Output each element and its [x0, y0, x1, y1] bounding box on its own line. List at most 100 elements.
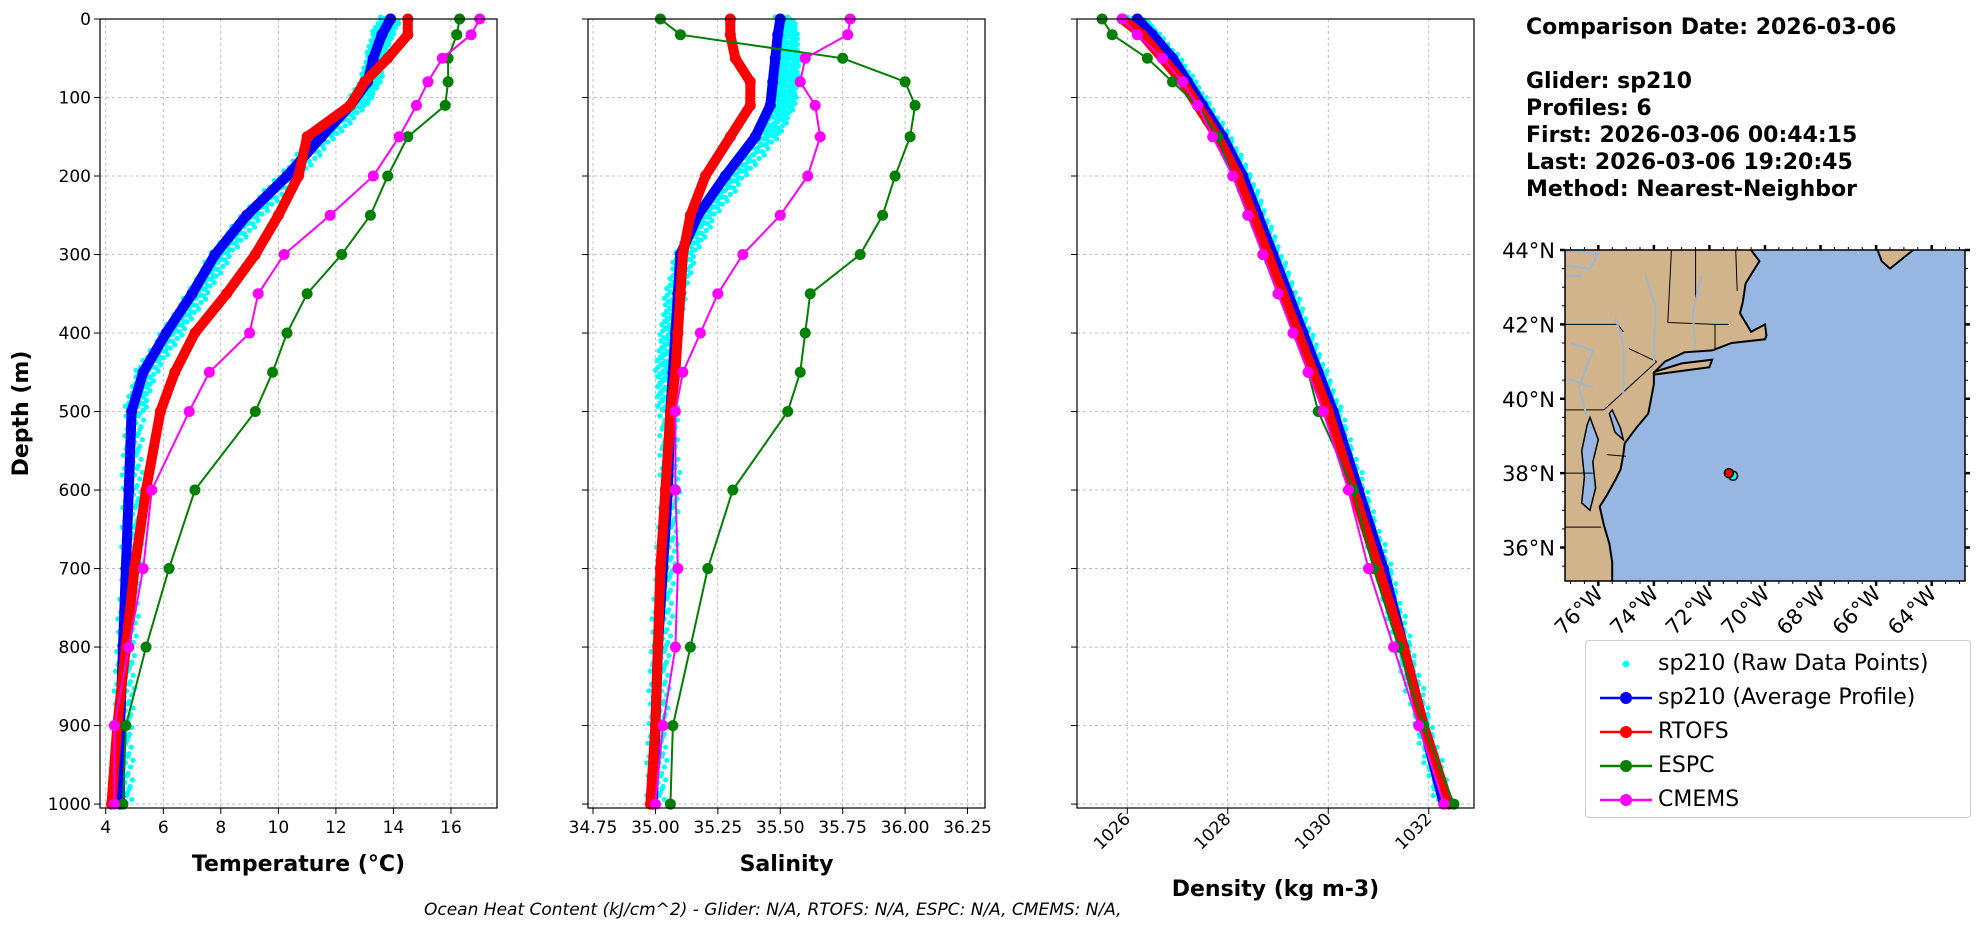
- bay: [1608, 408, 1625, 442]
- raw-data-point: [691, 240, 697, 246]
- raw-data-point: [130, 705, 136, 711]
- map-lon-label: 72°W: [1661, 581, 1719, 639]
- raw-data-point: [659, 406, 665, 413]
- raw-data-point: [1353, 456, 1359, 462]
- raw-data-point: [139, 437, 145, 443]
- x-tick-label: 4: [100, 818, 111, 838]
- legend-item: sp210 (Average Profile): [1586, 683, 1970, 713]
- series-point: [842, 29, 854, 41]
- x-tick-label: 36.00: [881, 818, 930, 838]
- raw-data-point: [783, 94, 789, 101]
- series-point: [1342, 484, 1354, 496]
- series-point: [186, 288, 198, 300]
- raw-data-point: [1416, 740, 1422, 746]
- raw-data-point: [696, 244, 702, 250]
- raw-data-point: [133, 367, 139, 373]
- series-point: [336, 249, 348, 261]
- series-point: [189, 327, 201, 339]
- raw-data-point: [1421, 685, 1427, 691]
- raw-data-point: [788, 100, 794, 106]
- raw-data-point: [657, 433, 663, 439]
- raw-data-point: [667, 557, 673, 563]
- raw-data-point: [773, 124, 779, 130]
- series-point: [1413, 720, 1425, 732]
- series-point: [402, 29, 414, 41]
- series-point: [1448, 798, 1460, 810]
- series-point: [367, 170, 379, 182]
- series-point: [1302, 366, 1314, 378]
- raw-data-point: [218, 270, 224, 276]
- raw-data-point: [157, 354, 163, 360]
- series-point: [652, 641, 664, 653]
- state-border: [1667, 322, 1729, 325]
- state-border: [1667, 250, 1672, 323]
- series-point: [344, 99, 356, 111]
- series-point: [209, 249, 221, 261]
- raw-data-point: [125, 734, 132, 740]
- x-tick-label: 14: [383, 818, 405, 838]
- raw-data-point: [246, 220, 252, 226]
- series-point: [137, 563, 149, 575]
- raw-data-point: [704, 213, 710, 220]
- raw-data-point: [691, 260, 697, 266]
- series-point: [672, 327, 684, 339]
- chart-panel-3: 1026 1028 1030 1032 Density (kg m-3): [1071, 13, 1475, 902]
- land: [1565, 250, 1768, 581]
- legend-label: sp210 (Average Profile): [1658, 685, 1916, 710]
- series-point: [677, 249, 689, 261]
- raw-data-point: [130, 672, 136, 678]
- raw-data-point: [1365, 489, 1371, 495]
- raw-data-point: [206, 276, 212, 282]
- raw-data-point: [730, 177, 736, 184]
- raw-data-point: [665, 672, 671, 678]
- series-point: [774, 209, 786, 221]
- map-content: [1565, 250, 1965, 581]
- legend-swatch: [1600, 692, 1652, 704]
- series-point: [799, 52, 811, 64]
- series-point: [1362, 563, 1374, 575]
- series-point: [278, 249, 290, 261]
- raw-data-point: [684, 280, 691, 286]
- raw-data-point: [111, 688, 117, 694]
- series-point: [649, 798, 661, 810]
- raw-data-point: [788, 61, 794, 67]
- raw-data-point: [666, 653, 672, 659]
- glider-name: Glider: sp210: [1526, 69, 1692, 94]
- series-point: [183, 406, 195, 418]
- raw-data-point: [1393, 581, 1399, 587]
- raw-data-point: [128, 764, 134, 770]
- legend-swatch: [1622, 660, 1630, 668]
- raw-data-point: [342, 123, 348, 129]
- raw-data-point: [664, 757, 670, 763]
- legend-marker: [1620, 760, 1632, 772]
- raw-data-point: [661, 312, 667, 318]
- series-point: [221, 288, 233, 300]
- raw-data-point: [687, 263, 694, 269]
- raw-data-point: [655, 384, 661, 390]
- legend-label: CMEMS: [1658, 787, 1740, 812]
- raw-data-point: [143, 397, 150, 404]
- raw-data-point: [212, 266, 219, 272]
- raw-data-point: [147, 388, 153, 394]
- state-border: [1603, 361, 1658, 411]
- raw-data-point: [226, 253, 232, 260]
- series-point: [904, 131, 916, 143]
- raw-data-point: [243, 234, 249, 240]
- raw-data-point: [135, 498, 141, 504]
- raw-data-point: [132, 505, 138, 511]
- x-tick-label: 1032: [1392, 809, 1437, 854]
- series-point: [1131, 29, 1143, 41]
- raw-data-point: [143, 404, 150, 410]
- raw-data-point: [308, 162, 314, 168]
- state-border: [1606, 454, 1627, 457]
- raw-data-point: [783, 108, 789, 114]
- raw-data-point: [181, 318, 187, 324]
- series-point: [1141, 52, 1153, 64]
- series-point: [724, 131, 736, 143]
- series-point: [712, 288, 724, 300]
- raw-data-point: [128, 744, 134, 750]
- raw-data-point: [690, 253, 697, 260]
- raw-data-point: [126, 393, 132, 400]
- series-point: [804, 288, 816, 300]
- series-point: [324, 209, 336, 221]
